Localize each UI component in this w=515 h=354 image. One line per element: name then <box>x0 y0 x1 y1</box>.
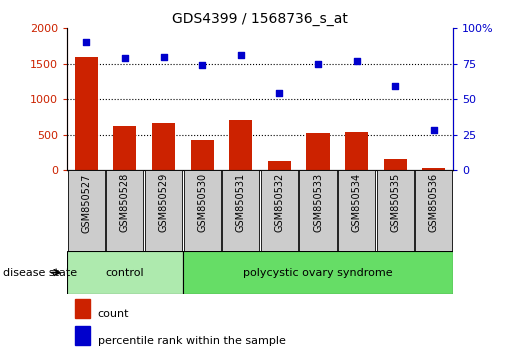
Bar <box>229 120 252 170</box>
Bar <box>67 170 105 251</box>
Bar <box>183 251 453 294</box>
Bar <box>106 170 143 251</box>
Text: GSM850536: GSM850536 <box>429 173 439 232</box>
Bar <box>191 140 214 170</box>
Bar <box>415 170 452 251</box>
Point <box>352 58 360 64</box>
Text: count: count <box>98 309 129 319</box>
Bar <box>376 170 414 251</box>
Bar <box>338 170 375 251</box>
Point <box>275 91 283 96</box>
Text: GSM850533: GSM850533 <box>313 173 323 232</box>
Point <box>159 54 167 59</box>
Bar <box>345 132 368 170</box>
Bar <box>152 123 175 170</box>
Text: GSM850531: GSM850531 <box>236 173 246 232</box>
Point <box>121 55 129 61</box>
Text: GSM850532: GSM850532 <box>274 173 284 233</box>
Bar <box>384 159 407 170</box>
Bar <box>183 170 220 251</box>
Bar <box>268 161 291 170</box>
Text: GSM850534: GSM850534 <box>352 173 362 232</box>
Text: disease state: disease state <box>3 268 77 278</box>
Bar <box>261 170 298 251</box>
Bar <box>75 326 90 345</box>
Bar <box>67 251 183 294</box>
Point <box>236 52 245 58</box>
Point <box>430 127 438 133</box>
Title: GDS4399 / 1568736_s_at: GDS4399 / 1568736_s_at <box>172 12 348 26</box>
Point <box>198 62 206 68</box>
Text: control: control <box>106 268 144 278</box>
Bar <box>75 299 90 318</box>
Point <box>314 61 322 67</box>
Text: GSM850528: GSM850528 <box>120 173 130 233</box>
Bar <box>222 170 259 251</box>
Point <box>391 84 400 89</box>
Bar <box>306 133 330 170</box>
Bar <box>299 170 336 251</box>
Text: polycystic ovary syndrome: polycystic ovary syndrome <box>243 268 393 278</box>
Bar <box>422 168 445 170</box>
Text: GSM850529: GSM850529 <box>159 173 168 233</box>
Text: percentile rank within the sample: percentile rank within the sample <box>98 336 286 346</box>
Text: GSM850530: GSM850530 <box>197 173 207 232</box>
Bar <box>113 126 136 170</box>
Bar <box>75 57 98 170</box>
Point <box>82 40 91 45</box>
Text: GSM850535: GSM850535 <box>390 173 400 233</box>
Text: GSM850527: GSM850527 <box>81 173 91 233</box>
Bar <box>145 170 182 251</box>
